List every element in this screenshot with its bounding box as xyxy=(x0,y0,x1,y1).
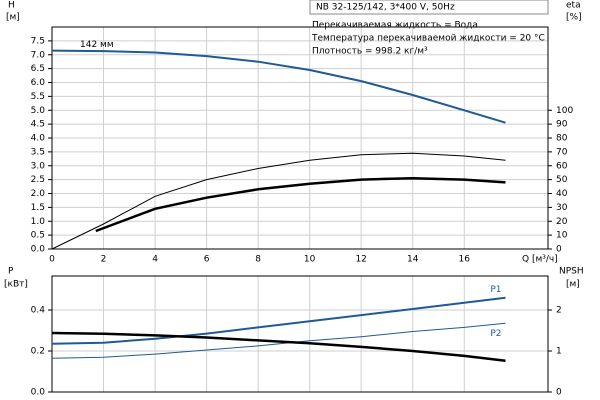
x-tick-label: 6 xyxy=(204,255,210,265)
x-tick-label: 14 xyxy=(407,255,419,265)
y-tick-label: 0.2 xyxy=(31,347,45,357)
curve xyxy=(51,322,506,359)
annotation: Температура перекачиваемой жидкости = 20… xyxy=(311,34,545,44)
plot-frame xyxy=(51,26,549,250)
y2-tick-label: 70 xyxy=(556,147,568,157)
y-tick-label: 0.4 xyxy=(31,306,46,316)
y-tick-label: 0.0 xyxy=(31,388,46,398)
plot-layer: 0 2 4 6 8 10 12 14 160.00.51.01.52.02.53.03.54.0… xyxy=(31,26,573,398)
curve xyxy=(51,331,506,363)
x-tick-label: 10 xyxy=(304,255,316,265)
x-axis-label: Q [м³/ч] xyxy=(522,255,558,265)
y2-tick-label: 20 xyxy=(556,217,568,227)
y-tick-label: 2.0 xyxy=(31,189,46,199)
y-tick-label: 5.5 xyxy=(31,92,45,102)
y-tick-label: 4.0 xyxy=(31,134,46,144)
y2-tick-label: 40 xyxy=(556,189,568,199)
y-tick-label: 0.0 xyxy=(31,245,46,255)
curve xyxy=(51,296,506,345)
y-tick-label: 7.0 xyxy=(31,50,46,60)
y2-tick-label: 60 xyxy=(556,161,568,171)
y2-axis-label: eta xyxy=(566,1,581,11)
y2-tick-label: 10 xyxy=(556,231,568,241)
y2-axis-unit: [м] xyxy=(566,280,580,290)
y2-tick-label: 0 xyxy=(556,245,562,255)
chart-title: NB 32-125/142, 3*400 V, 50Hz xyxy=(316,3,455,13)
x-tick-label: 16 xyxy=(459,255,471,265)
y2-tick-label: 2 xyxy=(556,306,562,316)
x-tick-label: 0 xyxy=(49,255,55,265)
x-tick-label: 12 xyxy=(355,255,366,265)
curve xyxy=(95,176,506,233)
y2-tick-label: 80 xyxy=(556,134,568,144)
title-box xyxy=(309,0,549,15)
y2-axis-label: NPSH xyxy=(559,267,584,277)
y-tick-label: 3.5 xyxy=(31,147,45,157)
y-axis-label: P xyxy=(8,267,14,277)
y-tick-label: 4.5 xyxy=(31,120,45,130)
y-axis-unit: [кВт] xyxy=(4,280,28,290)
x-tick-label: 2 xyxy=(101,255,107,265)
series-label: 142 мм xyxy=(80,40,114,50)
y2-tick-label: 100 xyxy=(556,106,573,116)
y-tick-label: 5.0 xyxy=(31,106,46,116)
y-axis-label: H xyxy=(8,1,15,11)
series-label: P2 xyxy=(490,329,501,339)
y2-tick-label: 30 xyxy=(556,203,568,213)
y-tick-label: 0.5 xyxy=(31,231,45,241)
annotation: Плотность = 998.2 кг/м³ xyxy=(312,47,428,57)
y-tick-label: 2.5 xyxy=(31,175,45,185)
y2-tick-label: 50 xyxy=(556,175,568,185)
series-label: P1 xyxy=(490,285,501,295)
curve xyxy=(51,152,506,250)
y-tick-label: 6.0 xyxy=(31,78,46,88)
y-tick-label: 6.5 xyxy=(31,64,45,74)
curve xyxy=(51,49,506,124)
y-tick-label: 3.0 xyxy=(31,161,46,171)
y-tick-label: 7.5 xyxy=(31,36,45,46)
y2-axis-unit: [%] xyxy=(566,13,582,23)
y2-tick-label: 90 xyxy=(556,120,568,130)
y-tick-label: 1.0 xyxy=(31,217,46,227)
annotation: Перекачиваемая жидкость = Вода xyxy=(312,21,478,31)
x-tick-label: 4 xyxy=(152,255,158,265)
y-tick-label: 1.5 xyxy=(31,203,45,213)
y2-tick-label: 0 xyxy=(556,388,562,398)
y-axis-unit: [м] xyxy=(6,13,20,23)
y2-tick-label: 1 xyxy=(556,347,562,357)
x-tick-label: 8 xyxy=(255,255,261,265)
